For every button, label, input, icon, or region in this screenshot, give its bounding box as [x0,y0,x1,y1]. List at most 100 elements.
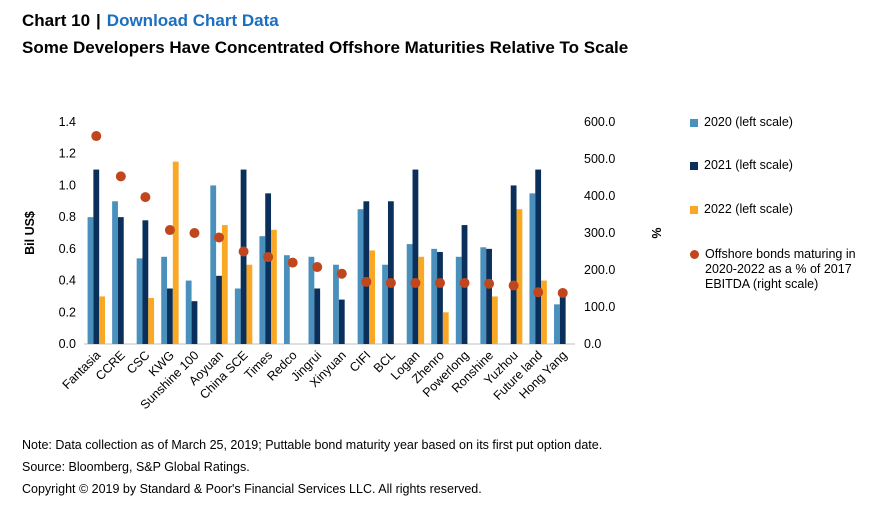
bar-1-11 [357,209,364,344]
dot-19 [557,287,568,298]
y-tick-label: 1.4 [59,115,76,129]
dot-9 [312,262,323,273]
legend-label-ebitda: Offshore bonds maturing in 2020-2022 as … [705,247,856,291]
dot-5 [214,232,225,243]
dot-13 [410,277,421,288]
dot-14 [434,277,445,288]
bar-2-16 [486,248,492,344]
legend-item-2022: 2022 (left scale) [690,202,884,217]
y-tick-label: 0.2 [59,305,76,319]
bar-2-1 [117,217,124,344]
dot-2 [140,192,151,203]
y2-tick-label: 500.0 [584,152,615,166]
bar-2-18 [535,169,542,344]
footer-copyright: Copyright © 2019 by Standard & Poor's Fi… [22,482,482,496]
legend-item-ebitda: Offshore bonds maturing in 2020-2022 as … [690,247,885,292]
bar-2-4 [191,301,198,344]
y2-axis-title: % [649,227,663,238]
y-tick-label: 0.0 [59,337,76,351]
bar-2-10 [338,299,345,344]
legend-item-2020: 2020 (left scale) [690,115,884,130]
download-chart-data-link[interactable]: Download Chart Data [106,11,279,30]
dot-7 [263,252,274,263]
chart-number: Chart 10 [22,11,91,30]
bar-2-17 [510,185,517,344]
y2-tick-label: 300.0 [584,226,615,240]
bar-3-16 [491,296,498,344]
legend-label-2020: 2020 (left scale) [704,115,793,129]
dot-17 [508,280,519,291]
bar-3-18 [541,280,547,344]
bar-3-6 [246,264,253,344]
bar-2-11 [363,201,370,344]
dot-8 [287,257,298,268]
dot-3 [164,225,175,236]
legend-swatch-2020 [690,119,698,127]
bar-1-14 [431,248,438,344]
bar-1-5 [210,185,217,344]
legend-dot-ebitda [690,250,699,259]
bar-1-4 [185,280,192,344]
bar-1-18 [529,193,536,344]
footer-note: Note: Data collection as of March 25, 20… [22,438,603,452]
bar-1-1 [112,201,118,344]
bar-1-13 [406,244,413,344]
bar-1-8 [283,255,290,344]
legend-swatch-2022 [690,206,698,214]
bar-1-6 [234,288,241,344]
dot-4 [189,228,200,238]
y2-tick-label: 600.0 [584,115,615,129]
dot-0 [91,131,102,142]
y-tick-label: 1.0 [59,178,76,192]
bar-2-2 [142,220,149,344]
dot-18 [533,287,544,298]
bar-2-19 [559,296,566,344]
dot-12 [385,277,396,288]
bar-2-3 [167,288,173,344]
bar-2-13 [412,169,419,344]
y2-tick-label: 400.0 [584,189,615,203]
bar-2-14 [437,252,443,344]
legend-swatch-2021 [690,162,698,170]
y-axis-title: Bil US$ [23,211,37,255]
bar-3-2 [148,298,155,344]
legend-item-2021: 2021 (left scale) [690,158,884,173]
bar-3-7 [271,229,277,344]
bars-layer [87,161,566,344]
legend-label-2021: 2021 (left scale) [704,158,793,172]
y-tick-label: 0.8 [59,210,76,224]
bar-1-10 [333,264,339,344]
y2-tick-label: 0.0 [584,337,601,351]
dot-6 [238,246,249,257]
dot-10 [336,268,347,279]
x-tick-label: CIFI [347,348,374,375]
y-tick-label: 0.4 [59,274,76,288]
bar-1-16 [480,247,487,344]
dot-11 [361,276,372,287]
bar-2-12 [387,201,394,344]
dot-16 [484,278,495,289]
bar-1-2 [136,258,143,344]
y-tick-label: 1.2 [59,147,76,161]
bar-1-19 [554,304,560,344]
footer-source: Source: Bloomberg, S&P Global Ratings. [22,460,250,474]
y-tick-label: 0.6 [59,242,76,256]
bar-2-0 [93,169,100,344]
bar-1-9 [308,256,315,344]
header-separator: | [96,11,101,30]
bar-3-0 [99,296,105,344]
bar-3-14 [442,312,449,344]
bar-1-15 [455,256,462,344]
legend-label-2022: 2022 (left scale) [704,202,793,216]
dots-layer [91,131,568,298]
bar-2-9 [314,288,321,344]
bar-1-0 [87,217,94,344]
bar-2-5 [216,275,222,344]
bar-1-7 [259,236,266,344]
chart-header: Chart 10 | Download Chart Data [22,11,279,31]
bar-1-3 [161,256,168,344]
dot-1 [115,171,126,182]
bar-3-3 [172,161,179,344]
bar-1-12 [382,264,388,344]
